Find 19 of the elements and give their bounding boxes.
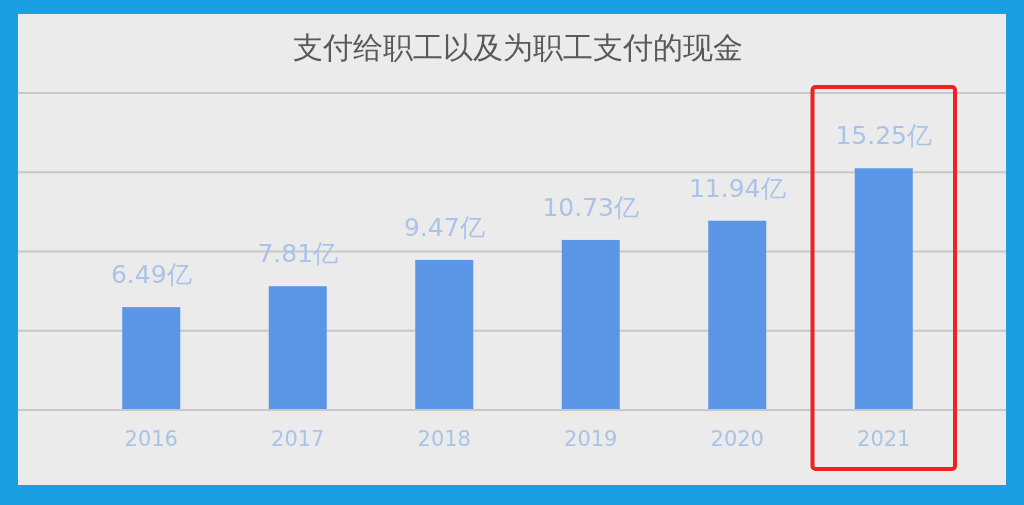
x-tick-label: 2018 [417,427,471,451]
data-label: 11.94亿 [688,173,786,203]
bar [854,168,913,410]
data-label: 6.49亿 [110,260,192,290]
bar [708,220,767,410]
data-label: 9.47亿 [403,212,485,242]
data-label: 15.25亿 [835,121,933,151]
bar [561,239,620,410]
x-tick-label: 2019 [564,427,618,451]
data-label: 7.81亿 [257,239,339,269]
x-tick-label: 2021 [857,427,911,451]
x-tick-label: 2020 [710,427,764,451]
bar [122,307,181,410]
x-tick-label: 2017 [271,427,325,451]
bar [268,286,327,410]
data-label: 10.73亿 [542,192,640,222]
chart-title: 支付给职工以及为职工支付的现金 [293,30,743,65]
x-tick-label: 2016 [124,427,178,451]
bar [415,259,474,410]
